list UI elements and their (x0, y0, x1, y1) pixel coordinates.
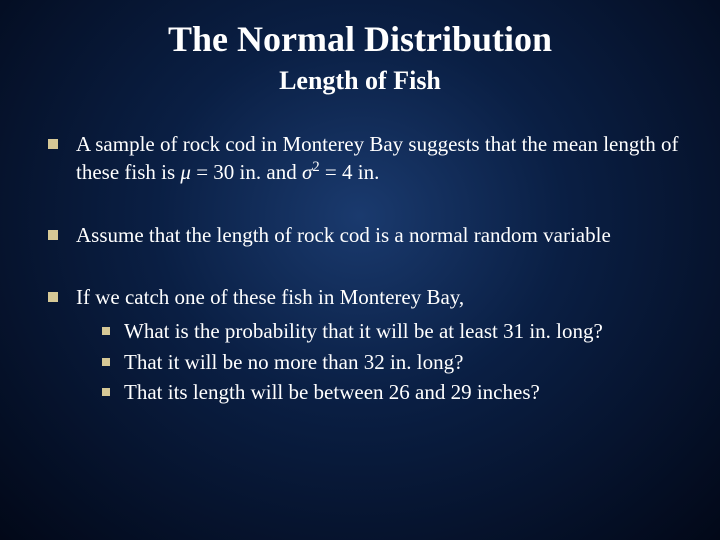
bullet-2: Assume that the length of rock cod is a … (48, 221, 680, 249)
bullet-1: A sample of rock cod in Monterey Bay sug… (48, 130, 680, 187)
bullet-1-text: A sample of rock cod in Monterey Bay sug… (76, 130, 680, 187)
sigma-symbol: σ (302, 160, 312, 184)
sub-bullet-marker-icon (102, 327, 110, 335)
b1-part3: = 4 in. (320, 160, 380, 184)
bullet-3-container: If we catch one of these fish in Montere… (76, 283, 680, 408)
content-area: A sample of rock cod in Monterey Bay sug… (40, 130, 680, 408)
mu-symbol: μ (180, 160, 191, 184)
sub-bullet-1-text: What is the probability that it will be … (124, 317, 603, 345)
slide-container: The Normal Distribution Length of Fish A… (0, 0, 720, 482)
sub-bullet-3-text: That its length will be between 26 and 2… (124, 378, 540, 406)
sub-bullet-1: What is the probability that it will be … (102, 317, 680, 345)
bullet-3: If we catch one of these fish in Montere… (48, 283, 680, 408)
sub-bullet-marker-icon (102, 388, 110, 396)
sub-bullet-2-text: That it will be no more than 32 in. long… (124, 348, 463, 376)
bullet-marker-icon (48, 292, 58, 302)
squared-exponent: 2 (312, 159, 319, 175)
sub-bullet-marker-icon (102, 358, 110, 366)
b1-part2: = 30 in. and (191, 160, 302, 184)
slide-subtitle: Length of Fish (40, 66, 680, 96)
bullet-2-text: Assume that the length of rock cod is a … (76, 221, 680, 249)
bullet-marker-icon (48, 230, 58, 240)
sub-bullet-2: That it will be no more than 32 in. long… (102, 348, 680, 376)
sub-bullet-list: What is the probability that it will be … (76, 317, 680, 406)
bullet-marker-icon (48, 139, 58, 149)
bullet-3-intro: If we catch one of these fish in Montere… (76, 283, 680, 311)
sub-bullet-3: That its length will be between 26 and 2… (102, 378, 680, 406)
slide-title: The Normal Distribution (40, 18, 680, 60)
